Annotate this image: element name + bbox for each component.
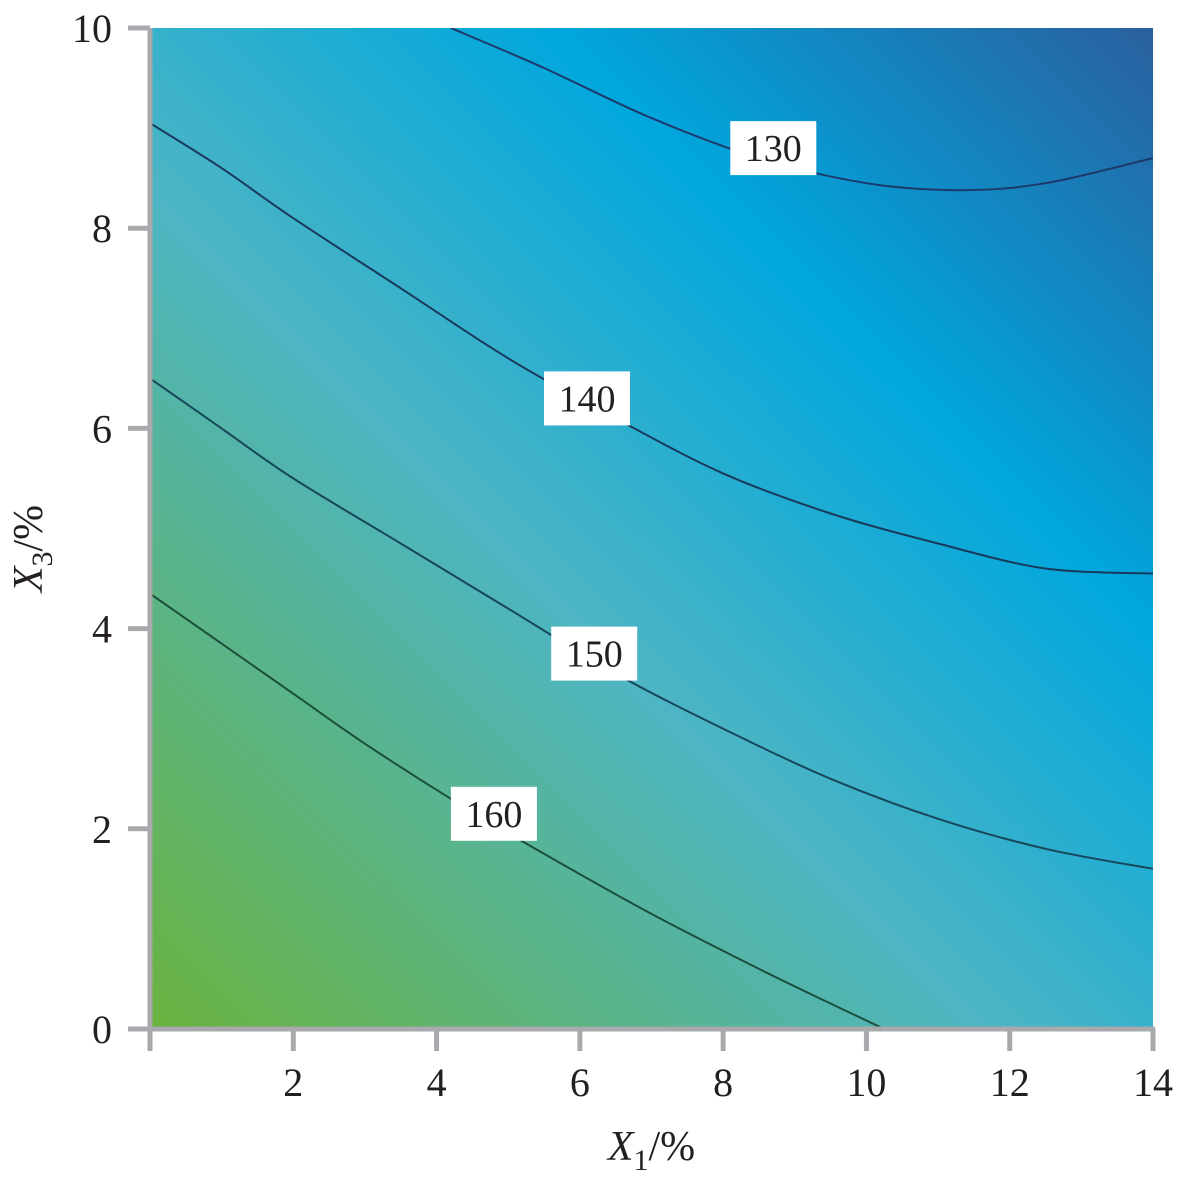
contour-label-box — [544, 371, 630, 426]
contour-label-text: 130 — [745, 128, 802, 170]
contour-label-text: 150 — [566, 634, 623, 676]
plot-area — [150, 28, 1153, 1029]
x-axis-label: X1/% — [606, 1124, 695, 1177]
x-tick-label: 4 — [427, 1060, 447, 1105]
contour-label-box — [450, 786, 537, 841]
axis-label-subscript: 1 — [634, 1144, 649, 1177]
axis-label-unit: /% — [649, 1124, 696, 1170]
y-tick-label: 0 — [92, 1007, 112, 1052]
axis-label-variable: X — [606, 1124, 636, 1170]
y-tick-label: 8 — [92, 206, 112, 251]
contour-label-150: 150 — [551, 626, 638, 681]
x-tick-label: 2 — [283, 1060, 303, 1105]
contour-label-text: 160 — [465, 794, 522, 836]
y-tick-label: 2 — [92, 807, 112, 852]
x-tick-label: 10 — [846, 1060, 886, 1105]
contour-label-box — [730, 121, 817, 176]
axis-label-variable: X — [6, 564, 52, 594]
x-tick-label: 6 — [570, 1060, 590, 1105]
y-axis-label: X3/% — [6, 505, 59, 594]
y-tick-label: 6 — [92, 406, 112, 451]
contour-label-text: 140 — [559, 378, 616, 420]
contour-label-box — [551, 626, 638, 681]
contour-labels: 130 140 150 160 — [450, 121, 817, 841]
x-tick-label: 8 — [713, 1060, 733, 1105]
contour-label-160: 160 — [450, 786, 537, 841]
axis-label-subscript: 3 — [26, 552, 59, 567]
x-tick-label: 14 — [1133, 1060, 1173, 1105]
y-tick-label: 4 — [92, 607, 112, 652]
y-tick-label: 10 — [72, 6, 112, 51]
x-tick-label: 12 — [990, 1060, 1030, 1105]
axis-label-unit: /% — [6, 505, 52, 552]
contour-label-140: 140 — [544, 371, 630, 426]
contour-label-130: 130 — [730, 121, 817, 176]
